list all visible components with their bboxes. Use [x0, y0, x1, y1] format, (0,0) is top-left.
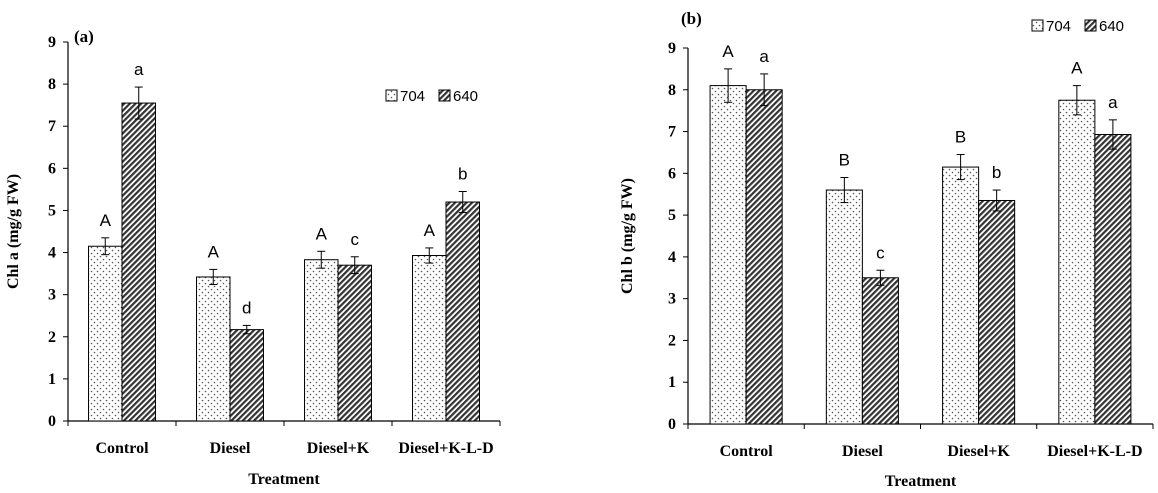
bar-640 [745, 89, 783, 425]
x-category-label: Control [95, 440, 149, 457]
bar-704 [709, 85, 747, 425]
y-tick-label: 5 [48, 202, 56, 219]
y-tick-label: 2 [668, 332, 676, 349]
bar-704 [412, 255, 447, 422]
y-tick-label: 2 [48, 329, 56, 346]
significance-letter: a [759, 47, 769, 66]
significance-letter: B [839, 151, 850, 170]
y-tick-label: 0 [48, 413, 56, 430]
legend-label: 704 [1046, 18, 1071, 35]
bar-704 [304, 259, 339, 422]
significance-letter: A [100, 211, 112, 230]
legend-label: 640 [453, 88, 478, 105]
y-tick-label: 4 [48, 245, 56, 262]
bar-704 [196, 276, 231, 422]
bar-704 [88, 245, 123, 422]
y-tick-label: 6 [668, 165, 676, 182]
legend-swatch-640 [438, 89, 451, 102]
y-tick-label: 3 [48, 287, 56, 304]
y-tick-label: 0 [668, 416, 676, 433]
significance-letter: d [242, 298, 251, 317]
significance-letter: A [1071, 59, 1083, 78]
y-tick-label: 1 [668, 374, 676, 391]
y-tick-label: 7 [668, 124, 676, 141]
bar-640 [337, 264, 372, 422]
y-tick-label: 5 [668, 207, 676, 224]
significance-letter: A [722, 42, 734, 61]
bar-704 [1058, 99, 1096, 425]
significance-letter: b [458, 164, 467, 183]
significance-letter: b [992, 163, 1001, 182]
x-category-label: Control [720, 443, 774, 460]
legend-label: 704 [400, 88, 425, 105]
significance-letter: c [876, 243, 885, 262]
legend-label: 640 [1099, 18, 1124, 35]
bar-640 [978, 199, 1016, 425]
x-axis-label: Treatment [248, 471, 320, 488]
y-tick-label: 3 [668, 291, 676, 308]
y-tick-label: 1 [48, 371, 56, 388]
significance-letter: A [316, 224, 328, 243]
x-category-label: Diesel+K [947, 443, 1010, 460]
y-axis-label: Chl b (mg/g FW) [619, 178, 636, 294]
legend-swatch-704 [1031, 19, 1044, 32]
bar-640 [861, 277, 899, 425]
bar-640 [1094, 133, 1132, 425]
y-tick-label: 4 [668, 249, 676, 266]
y-tick-label: 8 [48, 76, 56, 93]
x-category-label: Diesel+K-L-D [398, 440, 493, 457]
x-category-label: Diesel [842, 443, 883, 460]
panel-label: (b) [681, 9, 702, 28]
bar-640 [229, 329, 264, 422]
significance-letter: B [955, 128, 966, 147]
significance-letter: A [208, 242, 220, 261]
significance-letter: A [424, 221, 436, 240]
legend-swatch-704 [385, 89, 398, 102]
bar-640 [121, 102, 156, 422]
chart-panel-b: 0 1 2 3 4 5 6 7 8 9 Control Diesel Diesel+K Diesel+K-… [619, 9, 1154, 490]
panel-label: (a) [74, 27, 94, 46]
x-category-label: Diesel+K [307, 440, 370, 457]
significance-letter: a [1108, 93, 1118, 112]
significance-letter: a [134, 60, 144, 79]
y-tick-label: 7 [48, 118, 56, 135]
x-axis-label: Treatment [885, 473, 957, 490]
significance-letter: c [350, 230, 359, 249]
bar-640 [445, 201, 480, 422]
chart-panel-a: 0 1 2 3 4 5 6 7 8 9 Control Diesel Diesel+K Diesel+K-… [5, 27, 501, 488]
x-category-label: Diesel [210, 440, 251, 457]
y-tick-label: 8 [668, 82, 676, 99]
y-tick-label: 6 [48, 160, 56, 177]
y-axis-label: Chl a (mg/g FW) [5, 174, 22, 289]
y-tick-label: 9 [668, 40, 676, 57]
bar-704 [942, 166, 980, 425]
x-category-label: Diesel+K-L-D [1047, 443, 1142, 460]
legend-swatch-640 [1084, 19, 1097, 32]
bar-704 [825, 189, 863, 425]
y-tick-label: 9 [48, 34, 56, 51]
